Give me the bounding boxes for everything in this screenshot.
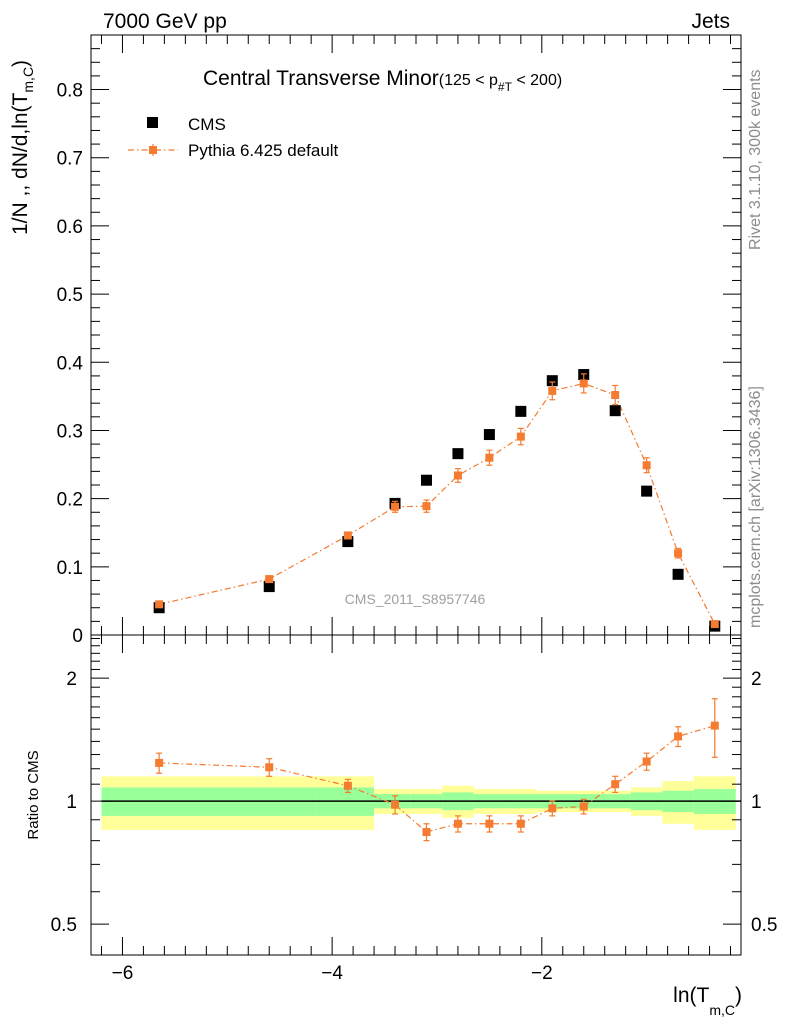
ratio-point xyxy=(516,819,525,828)
cms-point xyxy=(342,536,354,548)
main-y-tick-label: 0.2 xyxy=(57,490,83,511)
ratio-point xyxy=(579,802,588,811)
x-axis-label-sub: m,C xyxy=(709,1002,735,1018)
pythia-point xyxy=(579,379,588,388)
cms-point xyxy=(452,448,464,460)
main-y-tick-label: 0.7 xyxy=(57,149,83,170)
ratio-point xyxy=(548,804,557,813)
mcplots-label: mcplots.cern.ch [arXiv:1306.3436] xyxy=(747,386,764,628)
main-y-tick-label: 0.6 xyxy=(57,217,83,238)
ratio-panel: 0.5 0.5 1 1 2 2 −6 −4 −2 Ratio to CMS ln(Tm,C) xyxy=(25,634,777,1018)
main-y-tick-label: 0.5 xyxy=(57,285,83,306)
rivet-label: Rivet 3.1.10, 300k events xyxy=(747,69,764,250)
ratio-point xyxy=(391,800,400,809)
legend-pythia-label: Pythia 6.425 default xyxy=(188,141,339,160)
cms-point xyxy=(420,474,432,486)
main-panel: 0 0.1 0.2 0.3 0.4 0.5 0.6 0.7 0.8 Central Transv… xyxy=(9,34,742,647)
ratio-y-tick-label: 0.5 xyxy=(51,915,77,936)
ratio-point xyxy=(155,758,164,767)
main-y-tick-label: 0 xyxy=(72,626,83,647)
pythia-point xyxy=(343,531,352,540)
ratio-y-tick-label-right: 1 xyxy=(751,792,762,813)
pythia-point xyxy=(391,502,400,511)
ratio-point xyxy=(710,721,719,730)
main-y-tick-label: 0.8 xyxy=(57,81,83,102)
ratio-point xyxy=(453,819,462,828)
pythia-point xyxy=(548,386,557,395)
pythia-point xyxy=(485,453,494,462)
category-label: Jets xyxy=(691,10,730,33)
main-y-tick-label: 0.4 xyxy=(57,353,84,374)
ratio-point xyxy=(485,819,494,828)
x-axis-label-close: ) xyxy=(735,984,742,1007)
pythia-point xyxy=(516,432,525,441)
x-tick-label: −4 xyxy=(321,963,343,984)
ratio-y-label: Ratio to CMS xyxy=(25,750,42,839)
legend-cms-marker xyxy=(147,117,158,128)
ratio-point xyxy=(422,828,431,837)
pythia-point xyxy=(453,471,462,480)
panel-title-main: Central Transverse Minor xyxy=(203,67,439,90)
main-y-tick-label: 0.1 xyxy=(57,558,83,579)
main-y-tick-label: 0.3 xyxy=(57,421,83,442)
y-axis-label-close: ) xyxy=(9,60,32,67)
panel-title-cut-close: < 200) xyxy=(512,72,562,89)
cms-point xyxy=(609,405,621,417)
cms-point xyxy=(546,375,558,387)
panel-title-cut: (125 < p xyxy=(439,72,498,89)
ratio-point xyxy=(642,757,651,766)
pythia-point xyxy=(611,391,620,399)
y-axis-label-sub: m,C xyxy=(20,67,36,93)
ratio-point xyxy=(674,732,683,741)
pythia-point xyxy=(642,461,651,470)
ratio-y-tick-label: 1 xyxy=(66,792,77,813)
pythia-point xyxy=(155,600,164,609)
pythia-point xyxy=(710,620,719,629)
panel-title: Central Transverse Minor(125 < p#T < 200… xyxy=(203,67,562,94)
cms-point xyxy=(263,581,275,593)
ratio-axis-ticks: 0.5 0.5 1 1 2 2 −6 −4 −2 xyxy=(51,635,777,984)
x-axis-label: ln(Tm,C) xyxy=(673,984,742,1018)
legend-cms-label: CMS xyxy=(188,115,226,134)
y-axis-label-main: 1/N ,, dN/d,ln(T xyxy=(9,92,32,235)
ratio-point xyxy=(343,781,352,790)
analysis-watermark: CMS_2011_S8957746 xyxy=(345,591,486,607)
cms-point xyxy=(672,568,684,580)
cms-point xyxy=(641,485,653,497)
cms-point xyxy=(483,429,495,441)
main-axis-ticks: 0 0.1 0.2 0.3 0.4 0.5 0.6 0.7 0.8 xyxy=(57,35,741,647)
energy-label: 7000 GeV pp xyxy=(103,10,227,33)
x-axis-label-main: ln(T xyxy=(673,984,709,1007)
pythia-series-line xyxy=(159,382,716,625)
main-data-layer xyxy=(153,369,721,632)
x-tick-label: −6 xyxy=(112,963,134,984)
ratio-series-line xyxy=(159,725,715,833)
ratio-y-tick-label: 2 xyxy=(66,669,77,690)
cms-point xyxy=(515,405,527,417)
pythia-point xyxy=(265,575,274,584)
legend: CMS Pythia 6.425 default xyxy=(128,115,339,160)
pythia-point xyxy=(674,549,683,558)
x-tick-label: −2 xyxy=(531,963,553,984)
panel-title-cut-sub: #T xyxy=(498,80,513,94)
y-axis-label: 1/N ,, dN/d,ln(Tm,C) xyxy=(9,60,36,235)
ratio-point xyxy=(611,780,620,789)
ratio-y-tick-label-right: 0.5 xyxy=(751,915,777,936)
ratio-data-layer xyxy=(155,698,719,842)
pythia-point xyxy=(422,502,431,511)
legend-pythia-marker xyxy=(149,146,157,154)
ratio-point xyxy=(265,763,274,772)
ratio-y-tick-label-right: 2 xyxy=(751,669,762,690)
